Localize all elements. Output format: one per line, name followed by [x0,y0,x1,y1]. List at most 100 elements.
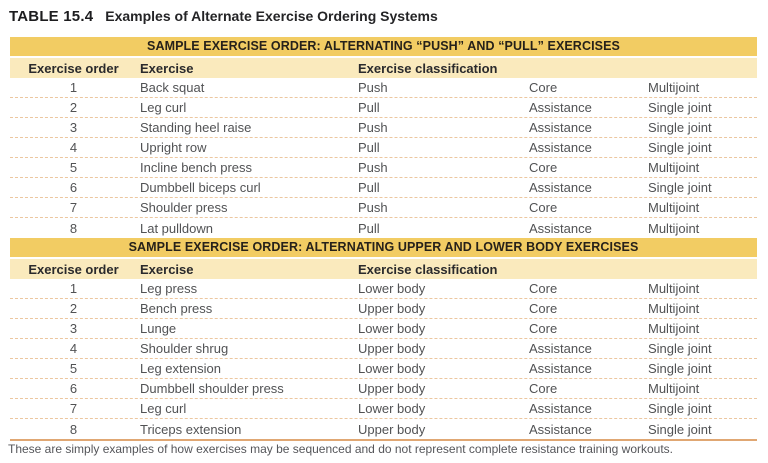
cell-class1: Pull [358,180,380,195]
cell-order: 3 [69,321,78,336]
cell-class2: Core [529,160,558,175]
cell-class3: Multijoint [648,80,700,95]
table-row: 4 Shoulder shrug Upper body Assistance Singl… [10,339,757,359]
cell-class2: Assistance [529,180,592,195]
cell-order: 6 [69,180,78,195]
cell-exercise: Shoulder shrug [140,341,229,356]
cell-class1: Upper body [358,421,426,437]
section-rows: 1 Back squat Push Core Multijoint 2 Leg curl Pu… [10,78,757,238]
cell-exercise: Lunge [140,321,177,336]
cell-class3: Single joint [648,401,712,416]
cell-exercise: Bench press [140,301,213,316]
cell-class3: Single joint [648,140,712,155]
cell-class2: Assistance [529,220,592,236]
cell-exercise: Leg curl [140,100,187,115]
cell-class3: Multijoint [648,220,700,236]
cell-class1: Pull [358,140,380,155]
cell-order: 4 [69,140,78,155]
table-row: 5 Incline bench press Push Core Multijoint [10,158,757,178]
table-section-upper-lower: SAMPLE EXERCISE ORDER: ALTERNATING UPPER… [10,238,757,439]
cell-class1: Pull [358,100,380,115]
cell-order: 6 [69,381,78,396]
table-section-push-pull: SAMPLE EXERCISE ORDER: ALTERNATING “PUSH… [10,37,757,238]
table-row: 8 Triceps extension Upper body Assistance Si… [10,419,757,439]
cell-class1: Upper body [358,341,426,356]
cell-order: 5 [69,160,78,175]
cell-order: 8 [69,220,78,236]
cell-exercise: Dumbbell shoulder press [140,381,284,396]
table-row: 7 Shoulder press Push Core Multijoint [10,198,757,218]
cell-class3: Multijoint [648,160,700,175]
cell-exercise: Lat pulldown [140,220,213,236]
section-header-band: SAMPLE EXERCISE ORDER: ALTERNATING “PUSH… [10,37,757,56]
cell-exercise: Upright row [140,140,207,155]
cell-class3: Multijoint [648,281,700,296]
cell-order: 1 [69,80,78,95]
cell-class2: Core [529,301,558,316]
table-number-label: TABLE 15.4 [9,8,94,25]
cell-order: 7 [69,200,78,215]
cell-class1: Pull [358,220,380,236]
table-row: 6 Dumbbell biceps curl Pull Assistance Singl… [10,178,757,198]
section-rows: 1 Leg press Lower body Core Multijoint 2 Bench… [10,279,757,439]
cell-order: 4 [69,341,78,356]
table-row: 1 Leg press Lower body Core Multijoint [10,279,757,299]
cell-order: 7 [69,401,78,416]
section-header-band: SAMPLE EXERCISE ORDER: ALTERNATING UPPER… [10,238,757,257]
cell-class3: Multijoint [648,381,700,396]
cell-class1: Lower body [358,401,426,416]
cell-class3: Single joint [648,341,712,356]
column-header-row: Exercise order Exercise Exercise classif… [10,58,757,78]
cell-class2: Core [529,80,558,95]
table-row: 6 Dumbbell shoulder press Upper body Core Mu… [10,379,757,399]
cell-class3: Multijoint [648,301,700,316]
table-row: 3 Standing heel raise Push Assistance Single… [10,118,757,138]
table-row: 4 Upright row Pull Assistance Single joint [10,138,757,158]
cell-class1: Push [358,120,388,135]
cell-order: 2 [69,100,78,115]
cell-class2: Core [529,200,558,215]
cell-order: 5 [69,361,78,376]
cell-exercise: Triceps extension [140,421,242,437]
cell-class2: Assistance [529,401,592,416]
table-row: 7 Leg curl Lower body Assistance Single join… [10,399,757,419]
cell-class1: Upper body [358,301,426,316]
table-row: 8 Lat pulldown Pull Assistance Multijoint [10,218,757,238]
table-row: 2 Bench press Upper body Core Multijoint [10,299,757,319]
cell-class2: Assistance [529,421,592,437]
column-header-exercise-order: Exercise order [28,261,119,277]
table-row: 1 Back squat Push Core Multijoint [10,78,757,98]
column-header-exercise: Exercise [140,60,194,76]
exercise-ordering-table: SAMPLE EXERCISE ORDER: ALTERNATING “PUSH… [10,37,757,441]
cell-exercise: Standing heel raise [140,120,252,135]
cell-class3: Single joint [648,180,712,195]
cell-class2: Assistance [529,140,592,155]
cell-order: 8 [69,421,78,437]
table-footnote: These are simply examples of how exercis… [8,442,674,456]
cell-class2: Assistance [529,341,592,356]
cell-class1: Lower body [358,281,426,296]
cell-exercise: Leg curl [140,401,187,416]
cell-class3: Single joint [648,100,712,115]
cell-exercise: Dumbbell biceps curl [140,180,261,195]
cell-class1: Lower body [358,361,426,376]
cell-exercise: Incline bench press [140,160,253,175]
column-header-exercise: Exercise [140,261,194,277]
cell-exercise: Back squat [140,80,205,95]
cell-order: 1 [69,281,78,296]
table-bottom-rule [10,439,757,441]
cell-class2: Core [529,321,558,336]
cell-class2: Assistance [529,100,592,115]
cell-class2: Assistance [529,120,592,135]
table-title: TABLE 15.4 Examples of Alternate Exercis… [9,8,438,25]
cell-class1: Push [358,80,388,95]
cell-class3: Multijoint [648,321,700,336]
table-title-text: Examples of Alternate Exercise Ordering … [105,8,438,24]
cell-class1: Push [358,160,388,175]
cell-class3: Multijoint [648,200,700,215]
cell-class3: Single joint [648,361,712,376]
cell-class3: Single joint [648,421,712,437]
cell-class2: Core [529,281,558,296]
table-row: 3 Lunge Lower body Core Multijoint [10,319,757,339]
